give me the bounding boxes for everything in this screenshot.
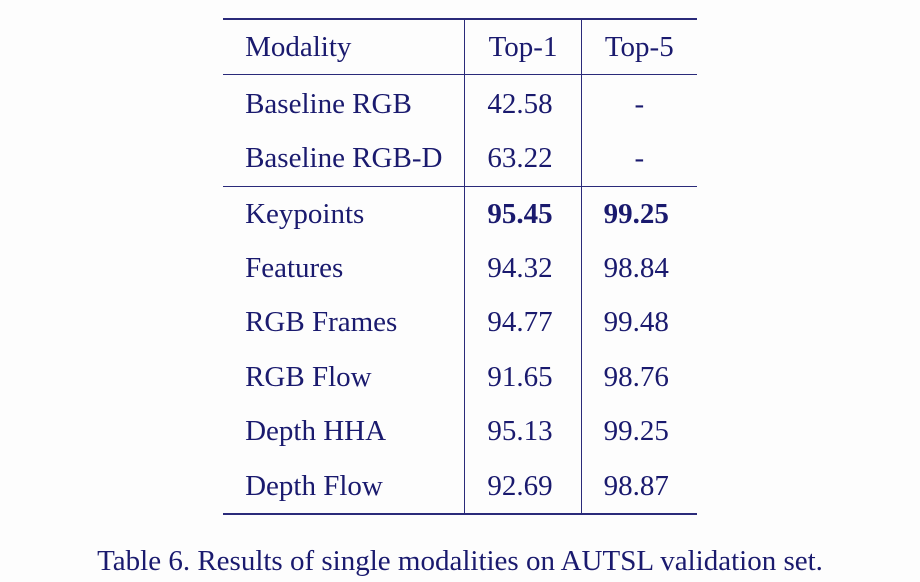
table-row: Features 94.32 98.84 xyxy=(223,241,697,295)
cell-top1: 91.65 xyxy=(465,350,581,404)
cell-top5: 98.84 xyxy=(581,241,697,295)
table-row: Baseline RGB 42.58 - xyxy=(223,77,697,131)
results-table: Modality Top-1 Top-5 Baseline RGB 42.58 … xyxy=(223,18,697,515)
cell-top1: 94.32 xyxy=(465,241,581,295)
cell-top5: 98.76 xyxy=(581,350,697,404)
table-row: RGB Flow 91.65 98.76 xyxy=(223,350,697,404)
cell-modality: Depth HHA xyxy=(223,404,465,458)
table-caption: Table 6. Results of single modalities on… xyxy=(97,541,823,582)
cell-modality: RGB Flow xyxy=(223,350,465,404)
col-header-top1: Top-1 xyxy=(465,19,581,75)
cell-top1: 42.58 xyxy=(465,77,581,131)
cell-top1: 95.13 xyxy=(465,404,581,458)
cell-top5: 99.48 xyxy=(581,295,697,349)
cell-top5: - xyxy=(581,131,697,186)
cell-top5: 98.87 xyxy=(581,459,697,514)
cell-top5: 99.25 xyxy=(581,186,697,241)
cell-modality: Keypoints xyxy=(223,186,465,241)
cell-top1: 95.45 xyxy=(465,186,581,241)
cell-modality: Features xyxy=(223,241,465,295)
cell-modality: RGB Frames xyxy=(223,295,465,349)
table-row: Keypoints 95.45 99.25 xyxy=(223,186,697,241)
col-header-top5: Top-5 xyxy=(581,19,697,75)
table-header-row: Modality Top-1 Top-5 xyxy=(223,19,697,75)
cell-top5: 99.25 xyxy=(581,404,697,458)
results-table-wrap: Modality Top-1 Top-5 Baseline RGB 42.58 … xyxy=(0,18,920,515)
cell-modality: Depth Flow xyxy=(223,459,465,514)
table-row: RGB Frames 94.77 99.48 xyxy=(223,295,697,349)
table-row: Depth HHA 95.13 99.25 xyxy=(223,404,697,458)
cell-top1: 92.69 xyxy=(465,459,581,514)
table-row: Baseline RGB-D 63.22 - xyxy=(223,131,697,186)
table-row: Depth Flow 92.69 98.87 xyxy=(223,459,697,514)
cell-top1: 94.77 xyxy=(465,295,581,349)
col-header-modality: Modality xyxy=(223,19,465,75)
cell-top1: 63.22 xyxy=(465,131,581,186)
cell-modality: Baseline RGB-D xyxy=(223,131,465,186)
cell-top5: - xyxy=(581,77,697,131)
cell-modality: Baseline RGB xyxy=(223,77,465,131)
